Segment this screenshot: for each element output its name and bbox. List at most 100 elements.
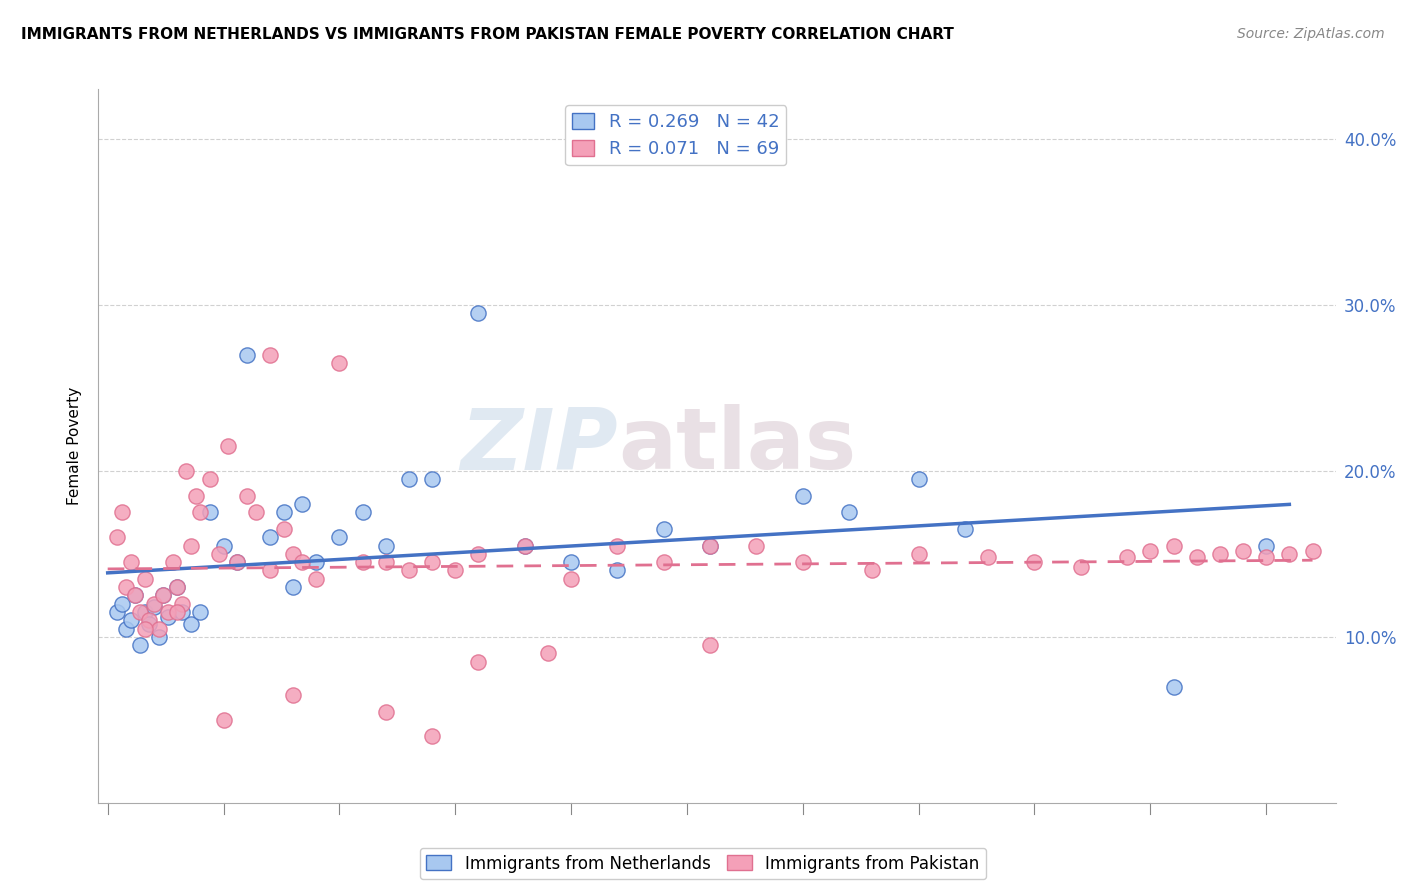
Point <box>398 564 420 578</box>
Text: IMMIGRANTS FROM NETHERLANDS VS IMMIGRANTS FROM PAKISTAN FEMALE POVERTY CORRELATI: IMMIGRANTS FROM NETHERLANDS VS IMMIGRANT… <box>21 27 953 42</box>
Point <box>148 630 170 644</box>
Point <box>259 530 281 544</box>
Point <box>420 730 443 744</box>
Point <box>1024 555 1046 569</box>
Point <box>699 638 721 652</box>
Point <box>166 580 188 594</box>
Point <box>134 622 156 636</box>
Point <box>148 622 170 636</box>
Point <box>420 555 443 569</box>
Point <box>124 588 146 602</box>
Point <box>560 572 582 586</box>
Point <box>212 713 235 727</box>
Point <box>226 555 249 569</box>
Legend: Immigrants from Netherlands, Immigrants from Pakistan: Immigrants from Netherlands, Immigrants … <box>419 848 987 880</box>
Point <box>152 588 174 602</box>
Text: Source: ZipAtlas.com: Source: ZipAtlas.com <box>1237 27 1385 41</box>
Point <box>291 555 314 569</box>
Text: atlas: atlas <box>619 404 856 488</box>
Point <box>860 564 883 578</box>
Point <box>259 564 281 578</box>
Point <box>907 472 929 486</box>
Point <box>352 555 374 569</box>
Point <box>606 564 628 578</box>
Point <box>156 605 179 619</box>
Point <box>129 638 152 652</box>
Point <box>1256 550 1278 565</box>
Legend: R = 0.269   N = 42, R = 0.071   N = 69: R = 0.269 N = 42, R = 0.071 N = 69 <box>565 105 786 165</box>
Point <box>129 605 152 619</box>
Point <box>166 580 188 594</box>
Point <box>115 622 138 636</box>
Point <box>953 522 976 536</box>
Point <box>699 539 721 553</box>
Point <box>235 489 257 503</box>
Point <box>291 497 314 511</box>
Point <box>305 555 328 569</box>
Point <box>105 605 128 619</box>
Point <box>184 489 207 503</box>
Point <box>977 550 1000 565</box>
Point <box>328 356 350 370</box>
Point <box>245 505 267 519</box>
Point <box>907 547 929 561</box>
Point <box>190 605 212 619</box>
Point <box>162 555 184 569</box>
Point <box>1232 543 1254 558</box>
Point <box>1163 539 1185 553</box>
Point <box>281 580 304 594</box>
Point <box>1256 539 1278 553</box>
Point <box>212 539 235 553</box>
Point <box>217 439 239 453</box>
Point <box>537 647 560 661</box>
Point <box>513 539 536 553</box>
Point <box>170 597 193 611</box>
Point <box>115 580 138 594</box>
Y-axis label: Female Poverty: Female Poverty <box>67 387 83 505</box>
Point <box>1209 547 1232 561</box>
Point <box>190 505 212 519</box>
Point <box>134 605 156 619</box>
Point <box>467 306 489 320</box>
Point <box>152 588 174 602</box>
Point <box>1278 547 1301 561</box>
Point <box>606 539 628 553</box>
Point <box>1163 680 1185 694</box>
Point <box>1116 550 1139 565</box>
Point <box>305 572 328 586</box>
Point <box>838 505 860 519</box>
Point <box>259 348 281 362</box>
Point <box>105 530 128 544</box>
Point <box>143 597 166 611</box>
Point <box>560 555 582 569</box>
Point <box>226 555 249 569</box>
Point <box>513 539 536 553</box>
Point <box>124 588 146 602</box>
Point <box>444 564 467 578</box>
Point <box>792 489 814 503</box>
Point <box>745 539 768 553</box>
Point <box>170 605 193 619</box>
Point <box>467 547 489 561</box>
Point <box>143 599 166 614</box>
Text: ZIP: ZIP <box>460 404 619 488</box>
Point <box>110 505 132 519</box>
Point <box>134 572 156 586</box>
Point <box>420 472 443 486</box>
Point <box>198 505 221 519</box>
Point <box>398 472 420 486</box>
Point <box>176 464 198 478</box>
Point <box>273 522 295 536</box>
Point <box>652 555 675 569</box>
Point <box>374 705 396 719</box>
Point <box>281 547 304 561</box>
Point <box>1185 550 1208 565</box>
Point <box>273 505 295 519</box>
Point <box>110 597 132 611</box>
Point <box>1070 560 1092 574</box>
Point <box>138 613 160 627</box>
Point <box>374 555 396 569</box>
Point <box>352 505 374 519</box>
Point <box>198 472 221 486</box>
Point <box>166 605 188 619</box>
